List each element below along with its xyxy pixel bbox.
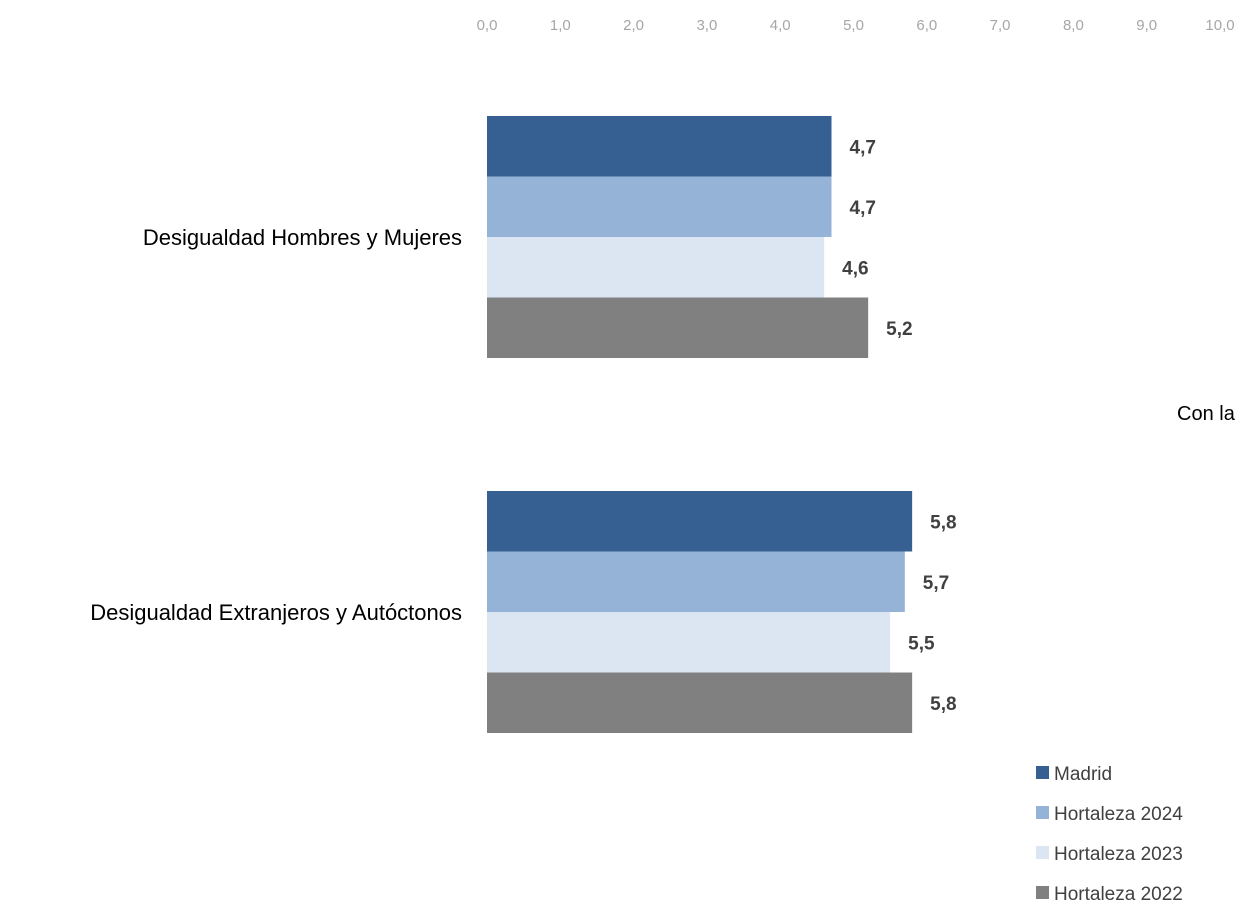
x-tick-label: 5,0 <box>843 17 864 34</box>
category-labels: Desigualdad Hombres y Mujeres Desigualdad… <box>90 225 462 625</box>
data-labels: 4,7 4,7 4,6 5,2 5,8 5,7 5,5 5,8 <box>842 137 956 715</box>
x-tick-label: 1,0 <box>550 17 571 34</box>
bar <box>487 612 891 673</box>
bars <box>487 116 913 733</box>
x-axis-ticks: 0,0 1,0 2,0 3,0 4,0 5,0 6,0 7,0 8,0 9,0 10,0 <box>477 17 1235 34</box>
data-label: 5,8 <box>930 694 956 715</box>
legend-swatch <box>1036 806 1049 819</box>
data-label: 5,5 <box>908 633 935 654</box>
category-label: Desigualdad Hombres y Mujeres <box>143 225 462 250</box>
data-label: 4,7 <box>850 198 876 219</box>
x-tick-label: 4,0 <box>770 17 791 34</box>
legend-label: Hortaleza 2022 <box>1054 884 1183 905</box>
cropped-side-text: Con la <box>1177 403 1236 425</box>
category-label: Desigualdad Extranjeros y Autóctonos <box>90 600 462 625</box>
legend: Madrid Hortaleza 2024 Hortaleza 2023 Hortal… <box>1036 764 1183 905</box>
data-label: 4,7 <box>850 137 876 158</box>
bar <box>487 176 832 237</box>
bar <box>487 491 913 552</box>
data-label: 5,8 <box>930 512 956 533</box>
x-tick-label: 6,0 <box>916 17 937 34</box>
x-tick-label: 3,0 <box>696 17 717 34</box>
x-tick-label: 0,0 <box>477 17 498 34</box>
bar <box>487 672 913 733</box>
x-tick-label: 7,0 <box>990 17 1011 34</box>
bar <box>487 116 832 177</box>
bar <box>487 551 905 612</box>
legend-label: Hortaleza 2023 <box>1054 844 1183 865</box>
x-tick-label: 2,0 <box>623 17 644 34</box>
x-tick-label: 8,0 <box>1063 17 1084 34</box>
x-tick-label: 9,0 <box>1136 17 1157 34</box>
legend-swatch <box>1036 846 1049 859</box>
data-label: 5,7 <box>923 573 949 594</box>
bar <box>487 237 825 298</box>
data-label: 4,6 <box>842 258 868 279</box>
legend-swatch <box>1036 886 1049 899</box>
x-tick-label: 10,0 <box>1205 17 1234 34</box>
legend-label: Madrid <box>1054 764 1112 785</box>
legend-label: Hortaleza 2024 <box>1054 804 1183 825</box>
legend-swatch <box>1036 766 1049 779</box>
data-label: 5,2 <box>886 319 912 340</box>
bar <box>487 297 869 358</box>
